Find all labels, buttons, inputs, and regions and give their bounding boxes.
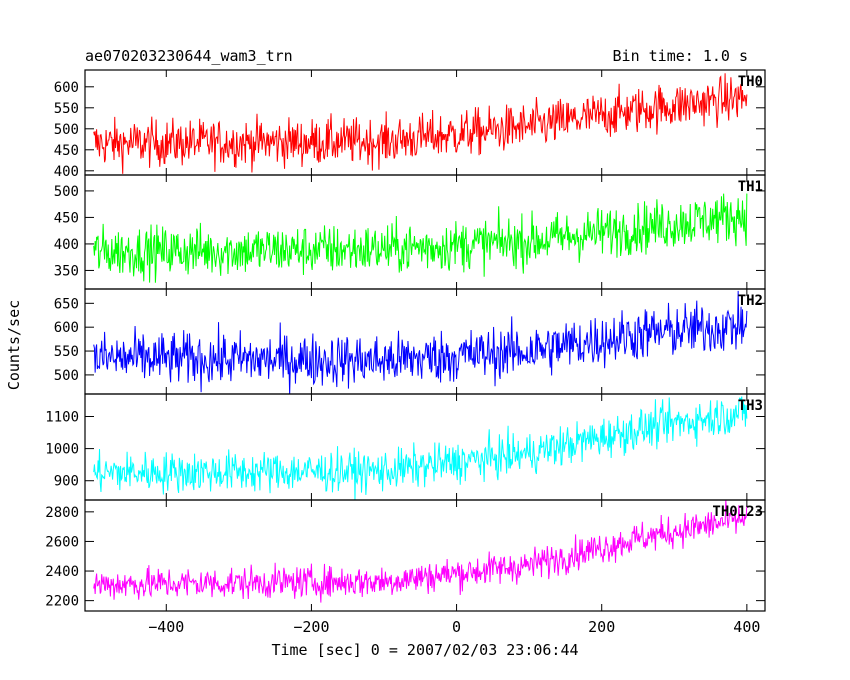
panel-frame	[84, 499, 766, 612]
panel-th3: 900 1000 1100 TH3	[45, 393, 766, 501]
panel-th0123: 2200 2400 2600 2800 TH0123	[45, 499, 766, 612]
y-tick-label: 2200	[45, 594, 79, 610]
series-line-th1	[93, 193, 748, 283]
y-axis-label: Counts/sec	[5, 300, 23, 390]
x-tick-label: 0	[452, 618, 461, 636]
y-tick-label: 500	[54, 122, 79, 138]
panel-frame	[84, 69, 766, 176]
panel-th1: 350 400 450 500 TH1	[54, 174, 766, 290]
y-tick-label: 550	[54, 101, 79, 117]
y-tick-label: 450	[54, 210, 79, 226]
panel-label: TH2	[738, 293, 763, 309]
bin-time-label: Bin time: 1.0 s	[613, 47, 748, 65]
y-tick-label: 600	[54, 80, 79, 96]
y-tick-label: 400	[54, 237, 79, 253]
panel-label: TH3	[738, 398, 763, 414]
series-line-th2	[93, 290, 748, 394]
y-tick-label: 350	[54, 263, 79, 279]
x-tick-label: 400	[733, 618, 760, 636]
y-tick-label: 500	[54, 184, 79, 200]
x-tick-label: 200	[588, 618, 615, 636]
y-tick-label: 2600	[45, 534, 79, 550]
x-tick-label: −200	[293, 618, 329, 636]
y-tick-label: 2400	[45, 564, 79, 580]
panel-label: TH0123	[712, 504, 763, 520]
x-axis-label: Time [sec] 0 = 2007/02/03 23:06:44	[271, 641, 578, 659]
y-tick-label: 450	[54, 143, 79, 159]
panel-label: TH0	[738, 74, 763, 90]
x-tick-label: −400	[148, 618, 184, 636]
series-line-th3	[93, 396, 748, 500]
y-tick-label: 1000	[45, 442, 79, 458]
y-tick-label: 550	[54, 344, 79, 360]
panel-label: TH1	[738, 179, 763, 195]
series-line-th0123	[93, 500, 748, 603]
series-line-th0	[93, 73, 748, 174]
x-axis: −400 −200 0 200 400	[148, 618, 760, 636]
panel-th2: 500 550 600 650 TH2	[54, 288, 766, 395]
panels-group: 400 450 500 550 600 TH0 350 400 450 500 TH1 500 550 6…	[45, 69, 766, 612]
y-tick-label: 650	[54, 296, 79, 312]
y-tick-label: 1100	[45, 409, 79, 425]
y-tick-label: 400	[54, 164, 79, 180]
y-tick-label: 900	[54, 474, 79, 490]
y-tick-label: 500	[54, 368, 79, 384]
y-tick-label: 600	[54, 320, 79, 336]
y-tick-label: 2800	[45, 505, 79, 521]
chart-title: ae070203230644_wam3_trn	[85, 47, 293, 65]
panel-th0: 400 450 500 550 600 TH0	[54, 69, 766, 180]
